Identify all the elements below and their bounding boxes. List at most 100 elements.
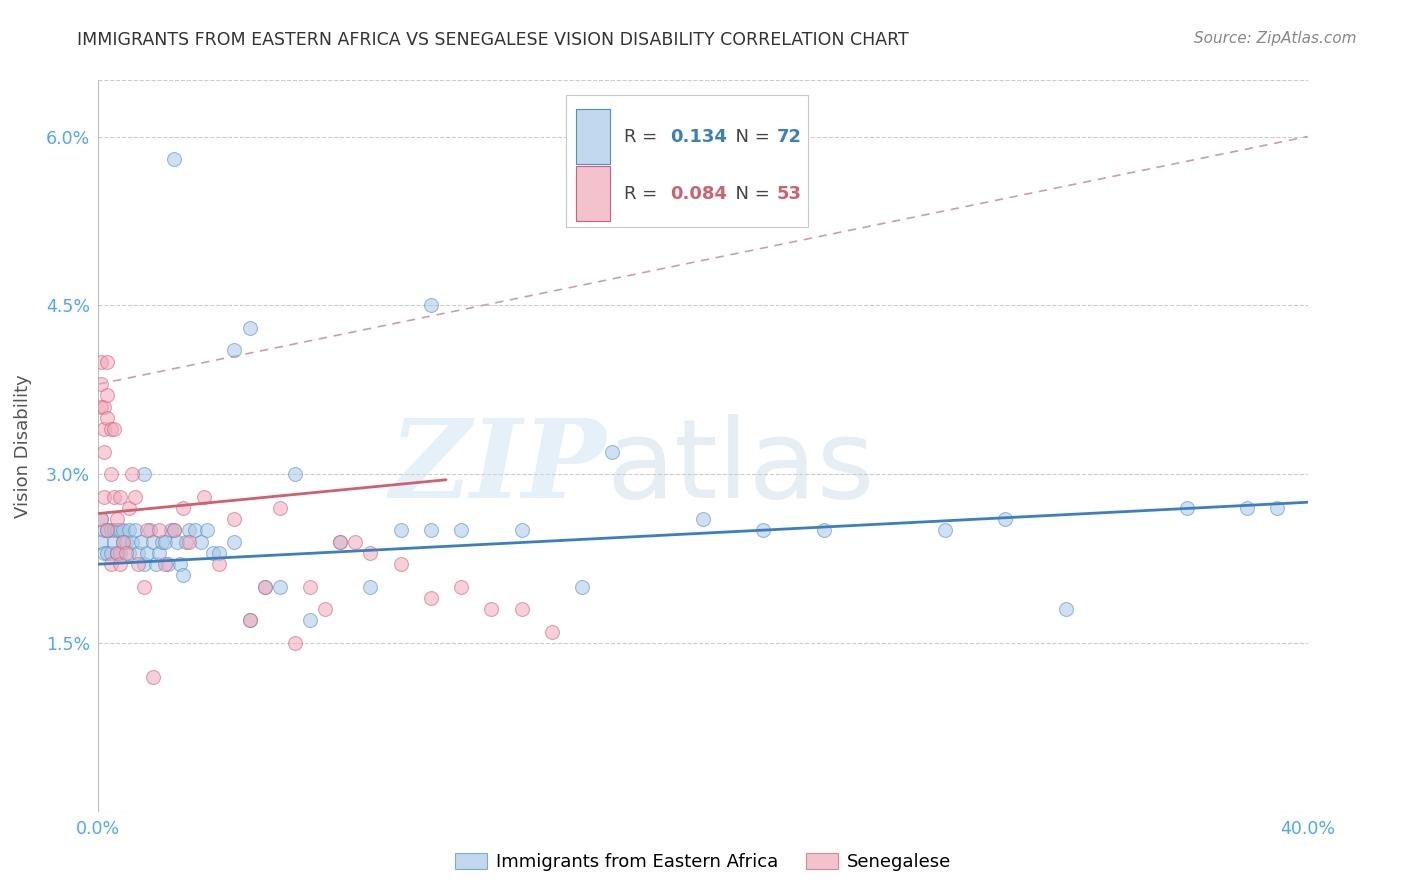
- Point: [156, 557, 179, 571]
- Point: [90, 512, 112, 526]
- Point: [96, 524, 118, 538]
- Y-axis label: Vision Disability: Vision Disability: [14, 374, 32, 518]
- Text: Source: ZipAtlas.com: Source: ZipAtlas.com: [1194, 31, 1357, 46]
- Point: [202, 546, 225, 560]
- Point: [329, 534, 352, 549]
- Point: [148, 524, 170, 538]
- Point: [195, 524, 218, 538]
- Point: [108, 557, 131, 571]
- Point: [90, 534, 112, 549]
- Point: [692, 512, 714, 526]
- Point: [93, 524, 115, 538]
- Point: [93, 490, 115, 504]
- Point: [360, 546, 382, 560]
- Point: [344, 534, 367, 549]
- Point: [114, 534, 136, 549]
- Point: [329, 534, 352, 549]
- Point: [127, 546, 149, 560]
- Point: [239, 321, 262, 335]
- Point: [90, 512, 112, 526]
- Point: [360, 580, 382, 594]
- Point: [93, 546, 115, 560]
- Point: [208, 557, 231, 571]
- Point: [224, 343, 246, 358]
- Point: [172, 500, 194, 515]
- Point: [142, 670, 165, 684]
- Bar: [576, 166, 610, 221]
- Point: [96, 388, 118, 402]
- Point: [184, 524, 207, 538]
- Point: [129, 534, 152, 549]
- Point: [510, 602, 533, 616]
- Point: [145, 557, 167, 571]
- Point: [93, 400, 115, 414]
- Point: [121, 467, 143, 482]
- Point: [174, 534, 197, 549]
- Text: 53: 53: [776, 185, 801, 202]
- Point: [1054, 602, 1077, 616]
- Point: [420, 591, 443, 605]
- Point: [540, 624, 562, 639]
- Point: [299, 614, 322, 628]
- Point: [111, 534, 134, 549]
- Point: [96, 354, 118, 368]
- Bar: [576, 109, 610, 164]
- Point: [450, 524, 472, 538]
- Point: [934, 524, 956, 538]
- Point: [132, 557, 155, 571]
- Point: [172, 568, 194, 582]
- Point: [108, 490, 131, 504]
- Text: ZIP: ZIP: [389, 414, 606, 522]
- Text: atlas: atlas: [606, 415, 875, 522]
- Point: [90, 377, 112, 392]
- Point: [224, 534, 246, 549]
- Point: [100, 524, 122, 538]
- Point: [253, 580, 276, 594]
- Point: [127, 557, 149, 571]
- Point: [103, 422, 125, 436]
- Point: [105, 524, 128, 538]
- Text: IMMIGRANTS FROM EASTERN AFRICA VS SENEGALESE VISION DISABILITY CORRELATION CHART: IMMIGRANTS FROM EASTERN AFRICA VS SENEGA…: [77, 31, 910, 49]
- Point: [90, 354, 112, 368]
- Point: [93, 444, 115, 458]
- Point: [163, 524, 186, 538]
- Point: [510, 524, 533, 538]
- Point: [450, 580, 472, 594]
- Point: [139, 524, 162, 538]
- Text: R =: R =: [624, 185, 664, 202]
- Point: [160, 524, 183, 538]
- Point: [153, 534, 176, 549]
- Point: [994, 512, 1017, 526]
- Point: [481, 602, 503, 616]
- Point: [163, 524, 186, 538]
- FancyBboxPatch shape: [567, 95, 808, 227]
- Point: [239, 614, 262, 628]
- Text: N =: N =: [724, 185, 775, 202]
- Text: R =: R =: [624, 128, 664, 145]
- Point: [111, 524, 134, 538]
- Point: [114, 546, 136, 560]
- Point: [284, 636, 307, 650]
- Point: [124, 490, 146, 504]
- Point: [142, 534, 165, 549]
- Point: [108, 546, 131, 560]
- Point: [132, 580, 155, 594]
- Point: [179, 524, 201, 538]
- Point: [100, 546, 122, 560]
- Point: [96, 410, 118, 425]
- Text: N =: N =: [724, 128, 775, 145]
- Point: [190, 534, 212, 549]
- Point: [103, 534, 125, 549]
- Point: [166, 534, 188, 549]
- Point: [121, 534, 143, 549]
- Point: [105, 546, 128, 560]
- Point: [108, 524, 131, 538]
- Point: [239, 614, 262, 628]
- Point: [193, 490, 215, 504]
- Bar: [576, 109, 610, 164]
- Point: [752, 524, 775, 538]
- Point: [118, 500, 141, 515]
- Point: [163, 152, 186, 166]
- Point: [813, 524, 835, 538]
- Point: [93, 422, 115, 436]
